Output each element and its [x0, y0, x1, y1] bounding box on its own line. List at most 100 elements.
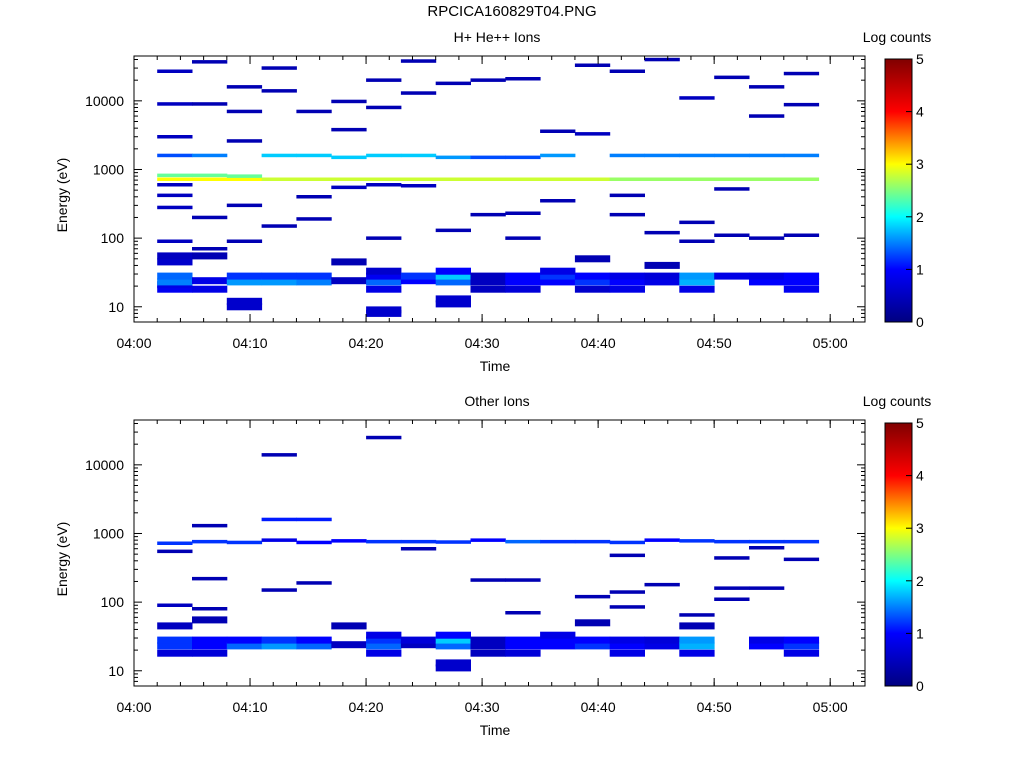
heatmap-cell [505, 636, 541, 644]
x-axis: 04:00 04:10 04:20 04:30 04:40 04:50 05:00 [116, 420, 854, 715]
heatmap-cell [679, 220, 715, 225]
heatmap-cell [261, 177, 297, 181]
x-tick-label: 04:30 [465, 335, 500, 351]
x-tick-label: 04:50 [697, 699, 732, 715]
heatmap-cell [540, 642, 576, 650]
heatmap-cell [296, 278, 332, 286]
heatmap-cell [609, 153, 645, 158]
heatmap-cell [505, 155, 541, 160]
heatmap-cell [505, 611, 541, 615]
heatmap-cell [366, 78, 402, 82]
heatmap-cell [192, 215, 228, 220]
heatmap-cell [192, 616, 228, 624]
heatmap-cell [400, 153, 437, 158]
heatmap-cell [505, 285, 541, 293]
y-tick-label: 100 [101, 230, 125, 246]
x-tick-label: 04:30 [465, 699, 500, 715]
heatmap-cell [609, 642, 645, 650]
heatmap-cell [644, 261, 680, 269]
heatmap-cell [435, 278, 471, 286]
heatmap-cell [331, 155, 367, 160]
heatmap-cell [261, 272, 297, 280]
heatmap-cell [644, 642, 680, 650]
heatmap-cell [366, 105, 402, 110]
heatmap-cell [192, 607, 228, 611]
heatmap-cell [192, 252, 228, 260]
heatmap-cell [435, 642, 471, 650]
heatmap-cell [435, 81, 471, 86]
heatmap-cell [644, 177, 680, 181]
heatmap-cell [435, 295, 471, 303]
heatmap-cell [331, 185, 367, 190]
heatmap-cell [226, 642, 263, 650]
heatmap-cell [157, 649, 193, 657]
heatmap-cell [192, 285, 228, 293]
heatmap-cell [783, 278, 820, 286]
heatmap-cell [400, 277, 437, 285]
heatmap-cell [157, 173, 193, 178]
heatmap-cell [574, 177, 611, 181]
heatmap-cell [679, 285, 715, 293]
heatmap-cell [679, 622, 715, 630]
heatmap-cell [192, 177, 228, 181]
heatmap-cell [574, 278, 611, 286]
heatmap-cell [226, 278, 263, 286]
heatmap-cell [714, 153, 750, 158]
heatmap-cell [157, 622, 193, 630]
heatmap-cell [679, 153, 715, 158]
heatmap-cell [783, 649, 820, 657]
x-tick-label: 04:10 [233, 699, 268, 715]
heatmap-cell [366, 153, 402, 158]
heatmap-cell [261, 538, 297, 542]
heatmap-cell [435, 267, 471, 275]
heatmap-cell [783, 71, 820, 76]
heatmap-cell [261, 517, 297, 522]
heatmap-cell [435, 664, 471, 672]
colorbar-tick-label: 2 [916, 573, 924, 589]
heatmap-cell [435, 228, 471, 233]
heatmap-cell [400, 59, 437, 63]
heatmap-cell [609, 177, 645, 181]
heatmap-cell [366, 236, 402, 240]
heatmap-cell [435, 177, 471, 181]
heatmap-cell [192, 576, 228, 581]
heatmap-cell [714, 556, 750, 560]
heatmap-cell [157, 193, 193, 198]
heatmap-cell [609, 605, 645, 609]
heatmap-cell [505, 77, 541, 81]
heatmap-cell [366, 306, 402, 314]
heatmap-cell [470, 212, 506, 217]
heatmap-cell [644, 57, 680, 62]
heatmap-cell [783, 102, 820, 107]
heatmap-cell [540, 272, 576, 280]
heatmap-cell [435, 272, 471, 280]
heatmap-cell [679, 613, 715, 617]
heatmap-cell [366, 642, 402, 650]
heatmap-cell [366, 177, 402, 181]
heatmap-cell [366, 435, 402, 440]
heatmap-cell [226, 139, 263, 143]
heatmap-cell [296, 177, 332, 181]
heatmap-cell [470, 636, 506, 644]
heatmap-cell [157, 205, 193, 210]
heatmap-cell [749, 278, 785, 286]
plot-title: H+ He++ Ions [454, 29, 541, 45]
heatmap-cell [366, 267, 402, 275]
heatmap-cell [540, 199, 576, 203]
heatmap-cell [226, 239, 263, 243]
heatmap-cell [609, 278, 645, 286]
heatmap-cell [435, 300, 471, 308]
heatmap-cell [574, 272, 611, 280]
heatmap-cell [574, 132, 611, 136]
colorbar-tick-label: 1 [916, 261, 924, 277]
heatmap-cell [679, 649, 715, 657]
heatmap-cell [714, 177, 750, 181]
heatmap-cell [609, 272, 645, 280]
heatmap-cell [644, 230, 680, 235]
chart-other-ions: Other Ions 04:00 04:10 04:20 04:30 04:40 04:5… [54, 393, 931, 738]
heatmap-cell [226, 174, 263, 178]
x-tick-label: 04:00 [116, 699, 151, 715]
colorbar-tick-label: 2 [916, 209, 924, 225]
heatmap-cell [366, 631, 402, 639]
heatmap-cell [783, 642, 820, 650]
